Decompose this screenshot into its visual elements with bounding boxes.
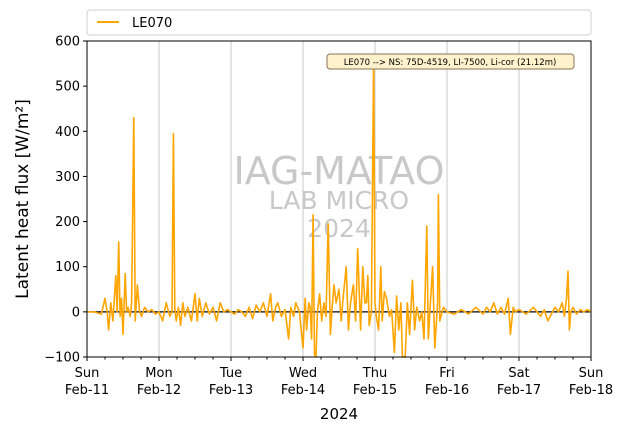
x-tick-label-day: Sun [579,366,604,381]
annotation-text: LE070 --> NS: 75D-4519, LI-7500, Li-cor … [344,58,557,68]
x-axis-label: 2024 [320,405,358,423]
x-tick-label-date: Feb-15 [353,383,397,398]
x-tick-label-day: Thu [362,366,387,381]
y-tick-label: 200 [55,215,80,230]
y-tick-label: 300 [55,170,80,185]
x-tick-label-date: Feb-11 [65,383,109,398]
x-tick-label-day: Fri [439,366,455,381]
y-tick-label: 400 [55,125,80,140]
x-tick-label-date: Feb-17 [497,383,541,398]
watermark-line-2: LAB MICRO [269,186,409,215]
y-axis: −100 0 100 200 300 400 500 600 [44,35,87,366]
x-tick-label-date: Feb-13 [209,383,253,398]
x-tick-label-date: Feb-18 [569,383,613,398]
y-tick-label: 100 [55,260,80,275]
annotation-box [326,53,575,70]
y-axis-label: Latent heat flux [W/m²] [13,99,33,299]
watermark-line-1: IAG-MATAO [233,149,444,193]
x-tick-label-date: Feb-16 [425,383,469,398]
series-line-le070 [87,58,592,358]
x-tick-label-date: Feb-12 [137,383,181,398]
y-tick-label: 500 [55,80,80,95]
x-tick-label-day: Wed [289,366,317,381]
watermark: IAG-MATAO LAB MICRO 2024 [233,149,444,243]
legend-box [86,9,592,36]
y-tick-label: 600 [55,35,80,50]
watermark-line-3: 2024 [307,214,371,243]
y-tick-label: 0 [72,305,80,320]
x-tick-label-day: Tue [219,366,242,381]
legend-label: LE070 [132,16,172,31]
y-tick-label: −100 [44,351,80,366]
x-tick-label-day: Mon [145,366,172,381]
x-tick-label-day: Sun [75,366,100,381]
x-axis: Sun Feb-11 Mon Feb-12 Tue Feb-13 Wed Feb-14 Thu F… [65,357,613,398]
x-tick-label-day: Sat [508,366,529,381]
x-tick-label-date: Feb-14 [281,383,325,398]
grid-lines [158,41,520,357]
